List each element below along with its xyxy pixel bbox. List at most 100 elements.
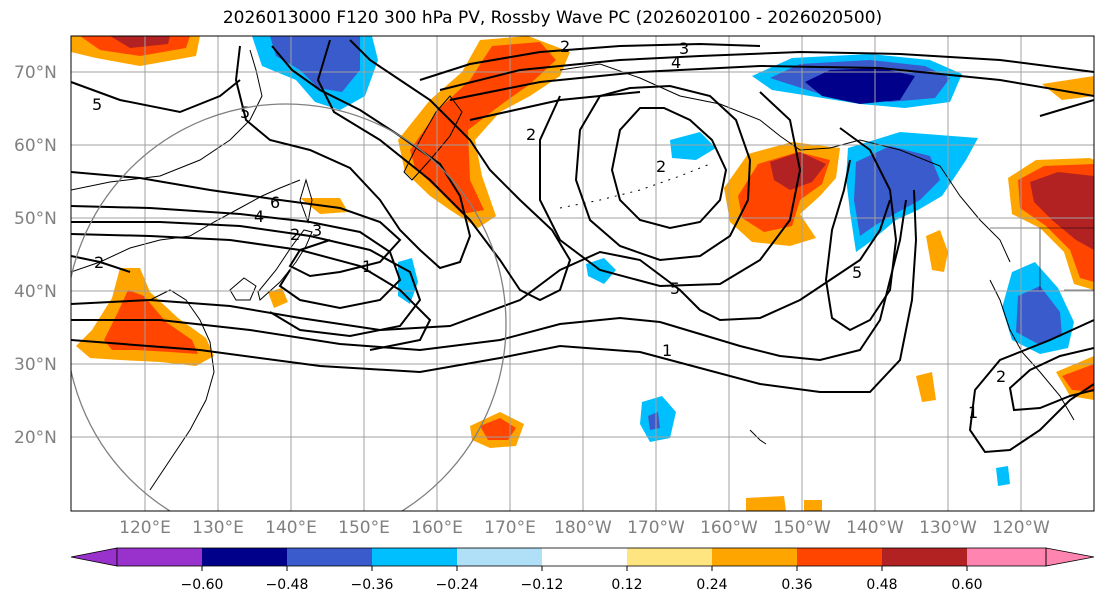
anomaly-orange-goa-small: [926, 230, 948, 272]
anomaly-blue-bering: [670, 132, 716, 160]
anomaly-red-okhotsk: [410, 42, 556, 214]
contour-label: 2: [560, 37, 570, 56]
anomaly-dblue-kamchatka: [270, 36, 360, 92]
colorbar-frame: [116, 547, 1047, 567]
anomaly-red-baja: [1062, 364, 1094, 392]
contour-label: 3: [679, 39, 689, 58]
coast-asia-mid: [71, 179, 301, 273]
anomaly-blue-small: [996, 466, 1010, 486]
anomaly-dred-canada: [1030, 172, 1094, 250]
colorbar-tick-label: 0.12: [611, 577, 642, 593]
coast-china: [149, 289, 215, 491]
lon-label: 150°W: [773, 518, 831, 538]
lon-label: 150°E: [338, 518, 390, 538]
contour-label: 4: [254, 207, 264, 226]
anomaly-dred-topleft: [110, 36, 170, 48]
coast-sakhalin: [299, 178, 313, 224]
contour-2-east: [1008, 347, 1094, 412]
contour-1-south: [71, 199, 907, 362]
colorbar-seg: [797, 548, 882, 566]
contour-label: 5: [92, 95, 102, 114]
contour-label: 4: [671, 53, 681, 72]
anomaly-mblue-hawaii: [648, 412, 660, 430]
colorbar-seg: [712, 548, 797, 566]
contour-label: 2: [290, 225, 300, 244]
contour-2-bering-inner: [610, 107, 728, 230]
contour-2-south: [71, 199, 891, 332]
anomaly-mblue-westus: [1016, 286, 1062, 344]
contour-2-west: [71, 255, 131, 273]
range-circle: [71, 103, 507, 511]
coast-hawaii: [749, 429, 767, 445]
lon-label: 160°W: [700, 518, 758, 538]
colorbar-seg: [627, 548, 712, 566]
contour-1b-south: [71, 189, 918, 393]
pv-contours: [71, 39, 1094, 454]
contour-label: 3: [312, 221, 322, 240]
lat-label: 70°N: [14, 63, 57, 83]
colorbar: −0.60 −0.48 −0.36 −0.24 −0.12 0.12 0.24 …: [70, 547, 1095, 593]
contour-3-bering: [574, 84, 752, 262]
contour-label: 1: [362, 257, 372, 276]
lat-labels: 70°N 60°N 50°N 40°N 30°N 20°N: [14, 63, 57, 448]
lon-label: 140°E: [265, 518, 317, 538]
anomaly-red-wpac: [480, 418, 516, 440]
contour-1-east: [968, 319, 1094, 454]
lat-label: 40°N: [14, 282, 57, 302]
contour-5-kam: [234, 45, 472, 270]
contour-5-east: [1039, 99, 1094, 117]
contour-label: 5: [240, 103, 250, 122]
colorbar-tick-label: −0.36: [351, 577, 394, 593]
lat-label: 60°N: [14, 136, 57, 156]
anomaly-dred-bering: [770, 152, 826, 190]
colorbar-tick-label: 0.60: [951, 577, 982, 593]
contour-6: [71, 171, 402, 278]
contour-5-goa: [824, 127, 898, 332]
contour-5-bering: [539, 91, 802, 288]
colorbar-extend-high: [1045, 547, 1095, 567]
contour-label: 1: [968, 403, 978, 422]
lon-label: 170°E: [484, 518, 536, 538]
contour-2-jet: [71, 221, 422, 338]
contour-label: 2: [526, 125, 536, 144]
contour-label: 1: [662, 341, 672, 360]
anomaly-orange-japan: [268, 288, 288, 308]
colorbar-tick-label: −0.48: [266, 577, 309, 593]
lon-label: 170°W: [627, 518, 685, 538]
colorbar-tick-label: 0.24: [696, 577, 727, 593]
state-borders: [990, 227, 1094, 291]
contour-2-top: [419, 42, 761, 81]
lon-labels: 120°E 130°E 140°E 150°E 160°E 170°E 180°…: [119, 518, 1050, 538]
coast-korea: [229, 277, 257, 301]
colorbar-seg: [967, 548, 1046, 566]
lon-label: 140°W: [846, 518, 904, 538]
colorbar-seg: [202, 548, 287, 566]
colorbar-tick-label: −0.24: [436, 577, 479, 593]
lat-label: 20°N: [14, 428, 57, 448]
contour-label: 5: [670, 279, 680, 298]
lon-label: 120°E: [119, 518, 171, 538]
colorbar-tick-label: −0.60: [181, 577, 224, 593]
contour-3-jet: [71, 233, 432, 351]
lat-label: 30°N: [14, 355, 57, 375]
contour-4-kam: [316, 39, 572, 302]
colorbar-tick-label: 0.48: [866, 577, 897, 593]
contour-4-jet: [71, 205, 402, 310]
anomaly-dblue-alaska: [805, 68, 915, 104]
contour-labels: 2 3 4 5 5 2 6 4 2 3 2 1 5 1 2 5 2 1: [92, 37, 1006, 422]
contour-label: 5: [852, 263, 862, 282]
lon-label: 180°W: [554, 518, 612, 538]
anomaly-red-china: [104, 290, 198, 354]
lat-label: 50°N: [14, 209, 57, 229]
anomaly-orange-bottom2: [804, 500, 822, 511]
contour-label: 2: [996, 367, 1006, 386]
contour-4-top: [449, 64, 1094, 101]
colorbar-seg: [372, 548, 457, 566]
contour-3-top: [439, 50, 1094, 91]
lon-label: 130°W: [919, 518, 977, 538]
colorbar-seg: [457, 548, 542, 566]
contour-5-top: [469, 91, 641, 121]
contour-label: 6: [270, 193, 280, 212]
contour-5-west: [71, 79, 241, 114]
